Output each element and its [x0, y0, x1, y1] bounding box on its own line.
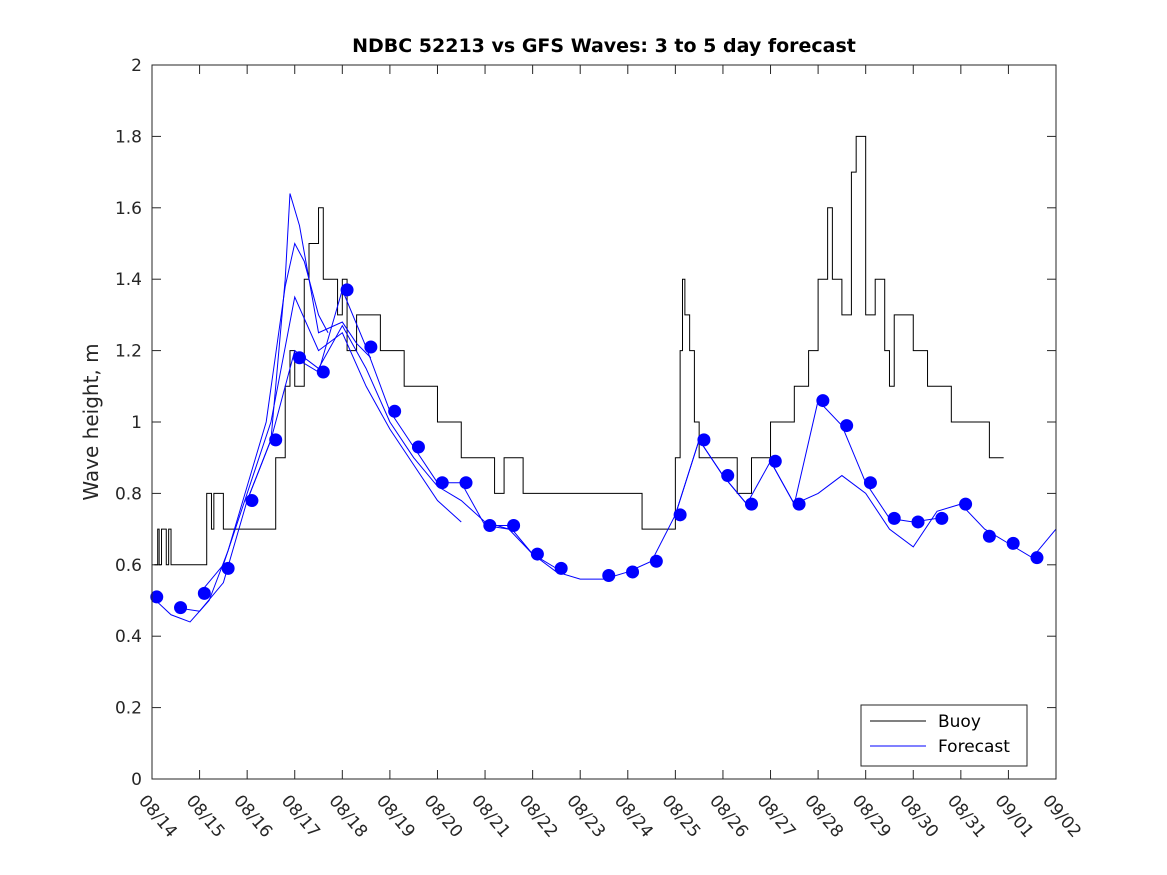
legend-box [860, 704, 1028, 767]
forecast-marker [982, 529, 996, 543]
forecast-marker [507, 519, 521, 533]
y-tick-label: 0.6 [115, 556, 142, 576]
forecast-marker [840, 419, 854, 433]
forecast-markers [150, 283, 1044, 615]
forecast-marker [911, 515, 925, 529]
forecast-series-line [246, 324, 509, 530]
forecast-marker [364, 340, 378, 354]
forecast-marker [744, 497, 758, 511]
y-tick-label: 1.6 [115, 199, 142, 219]
x-tick-label: 08/29 [848, 791, 895, 841]
forecast-marker [863, 476, 877, 490]
forecast-marker [483, 519, 497, 533]
y-tick-label: 0.2 [115, 699, 142, 719]
chart-title: NDBC 52213 vs GFS Waves: 3 to 5 day fore… [352, 35, 856, 57]
y-tick-label: 1.8 [115, 127, 142, 147]
forecast-series-line [175, 193, 372, 612]
x-tick-label: 08/20 [420, 791, 467, 841]
forecast-marker [221, 561, 235, 575]
y-axis-ticks: 0 0.2 0.4 0.6 0.8 1 1.2 1.4 1.6 1.8 2 [115, 56, 1056, 790]
forecast-marker [721, 469, 735, 483]
plot-background [152, 65, 1056, 779]
forecast-marker [792, 497, 806, 511]
x-tick-label: 08/17 [277, 791, 324, 841]
x-tick-label: 08/15 [182, 791, 229, 841]
x-tick-label: 08/27 [753, 791, 800, 841]
y-tick-label: 0.8 [115, 484, 142, 504]
forecast-marker [388, 404, 402, 418]
y-tick-label: 1 [131, 413, 142, 433]
x-tick-label: 08/19 [372, 791, 419, 841]
x-tick-label: 08/24 [610, 791, 657, 841]
forecast-marker [411, 440, 425, 454]
x-tick-label: 08/18 [324, 791, 371, 841]
forecast-marker [459, 476, 473, 490]
x-tick-label: 09/01 [991, 791, 1038, 841]
y-tick-label: 0 [131, 770, 142, 790]
forecast-marker [245, 494, 259, 508]
forecast-series-line [199, 295, 462, 594]
legend: Buoy Forecast [860, 704, 1028, 767]
forecast-marker [959, 497, 973, 511]
forecast-marker [887, 511, 901, 525]
plot-frame [151, 64, 1057, 780]
x-tick-label: 08/30 [895, 791, 942, 841]
x-tick-label: 08/31 [943, 791, 990, 841]
x-tick-label: 08/16 [229, 791, 276, 841]
forecast-marker [340, 283, 354, 297]
forecast-marker [816, 394, 830, 408]
forecast-marker [649, 554, 663, 568]
forecast-marker [768, 454, 782, 468]
forecast-marker [697, 433, 711, 447]
buoy-series-line [154, 135, 1004, 566]
x-tick-label: 08/26 [705, 791, 752, 841]
forecast-marker [530, 547, 544, 561]
forecast-marker [602, 569, 616, 583]
x-tick-label: 08/23 [562, 791, 609, 841]
x-tick-label: 08/25 [658, 791, 705, 841]
forecast-marker [292, 351, 306, 365]
x-tick-label: 08/21 [467, 791, 514, 841]
forecast-marker [316, 365, 330, 379]
forecast-marker [150, 590, 164, 604]
forecast-series-line [151, 242, 329, 623]
forecast-marker [673, 508, 687, 522]
forecast-marker [435, 476, 449, 490]
forecast-marker [1030, 551, 1044, 565]
x-tick-label: 08/22 [515, 791, 562, 841]
x-tick-label: 08/14 [134, 791, 181, 841]
x-tick-label: 09/02 [1038, 791, 1085, 841]
y-tick-label: 2 [131, 56, 142, 76]
forecast-marker [1006, 536, 1020, 550]
forecast-marker [554, 561, 568, 575]
legend-forecast-label: Forecast [938, 737, 1010, 757]
forecast-marker [626, 565, 640, 579]
y-tick-label: 1.4 [115, 270, 142, 290]
y-axis-label: Wave height, m [79, 343, 103, 500]
y-tick-label: 0.4 [115, 627, 142, 647]
forecast-marker [935, 511, 949, 525]
legend-buoy-label: Buoy [938, 712, 981, 732]
forecast-marker [174, 601, 188, 615]
forecast-marker [269, 433, 283, 447]
forecast-marker [197, 586, 211, 600]
x-tick-label: 08/28 [800, 791, 847, 841]
y-tick-label: 1.2 [115, 342, 142, 362]
